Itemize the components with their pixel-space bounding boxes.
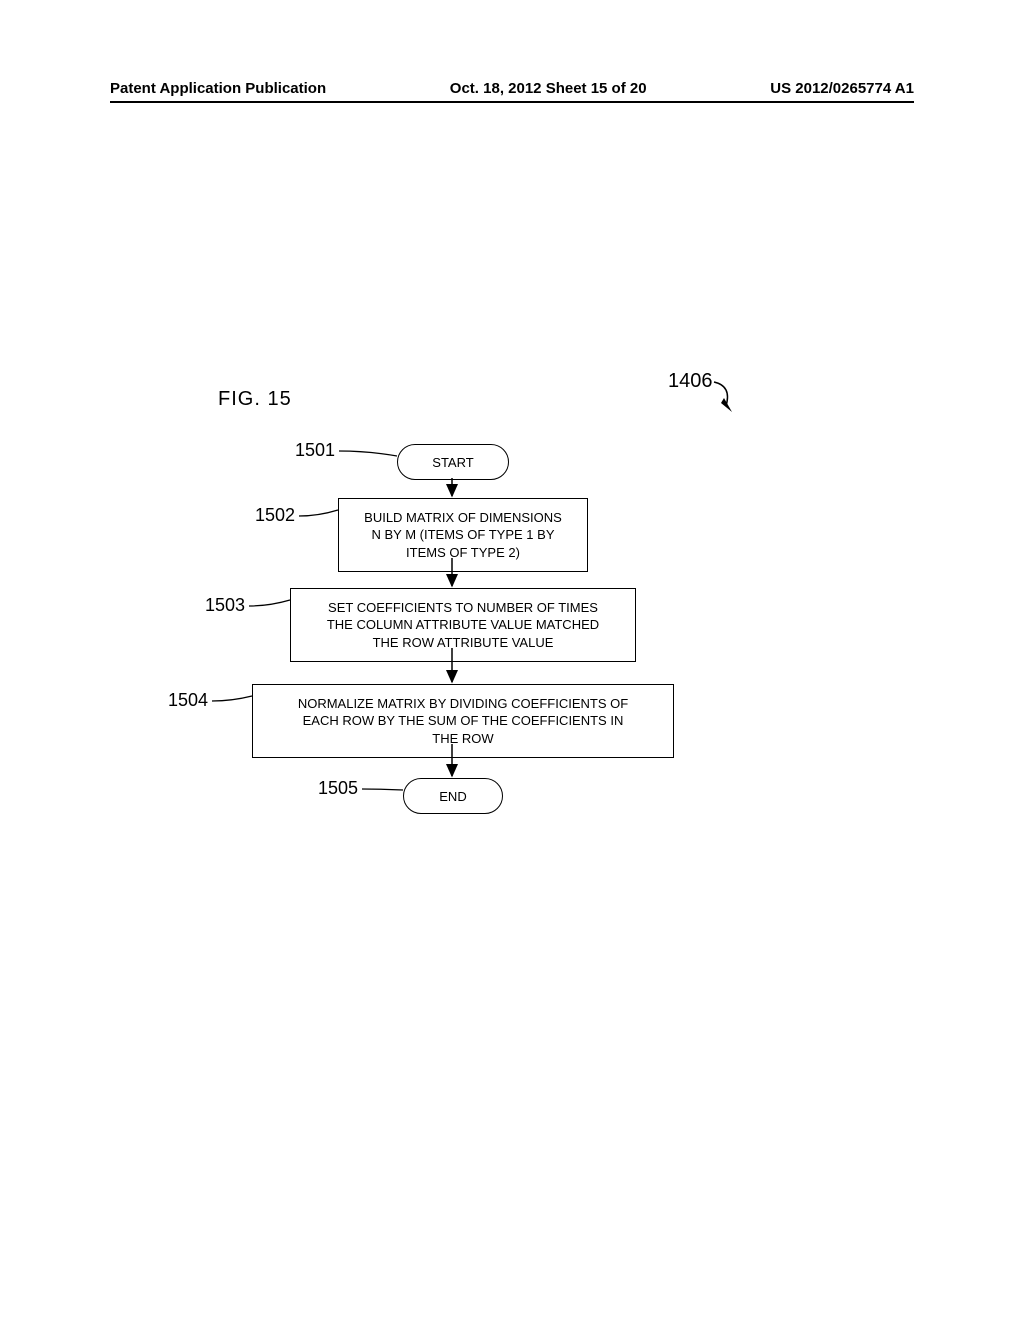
header-left: Patent Application Publication xyxy=(110,80,326,97)
flowchart-label-1502: 1502 xyxy=(255,505,295,526)
flowchart-label-1505: 1505 xyxy=(318,778,358,799)
flowchart-node-1502: BUILD MATRIX OF DIMENSIONSN BY M (ITEMS … xyxy=(338,498,588,572)
flowchart-label-1503: 1503 xyxy=(205,595,245,616)
flowchart-node-1501: START xyxy=(397,444,509,480)
flowchart-node-1504: NORMALIZE MATRIX BY DIVIDING COEFFICIENT… xyxy=(252,684,674,758)
flowchart-label-1504: 1504 xyxy=(168,690,208,711)
page-header: Patent Application Publication Oct. 18, … xyxy=(110,80,914,103)
header-right: US 2012/0265774 A1 xyxy=(770,80,914,97)
flowchart-label-1501: 1501 xyxy=(295,440,335,461)
top-reference-number: 1406 xyxy=(668,370,713,393)
flowchart-node-1503: SET COEFFICIENTS TO NUMBER OF TIMESTHE C… xyxy=(290,588,636,662)
figure-label: FIG. 15 xyxy=(218,388,292,411)
header-center: Oct. 18, 2012 Sheet 15 of 20 xyxy=(450,80,647,97)
flowchart-node-1505: END xyxy=(403,778,503,814)
